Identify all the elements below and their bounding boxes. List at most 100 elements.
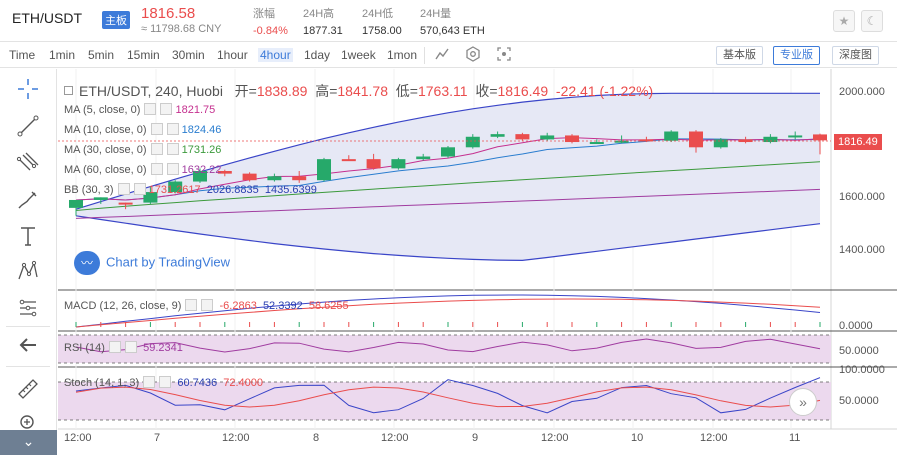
crosshair-icon[interactable] — [14, 77, 42, 103]
candle-body — [143, 192, 158, 203]
measure-icon[interactable] — [14, 296, 42, 322]
macd-histogram-bar — [596, 322, 598, 327]
macd-histogram-bar — [149, 322, 151, 327]
macd-signal-line — [75, 298, 821, 328]
macd-histogram-bar — [174, 322, 176, 327]
macd-histogram-bar — [224, 322, 226, 327]
tf-1week[interactable]: 1week — [341, 48, 376, 62]
close-icon[interactable] — [166, 123, 179, 135]
candle-body — [763, 136, 778, 143]
candle-body — [664, 131, 679, 141]
last-price: 1816.58 — [141, 5, 196, 22]
tf-1min[interactable]: 1min — [49, 48, 76, 62]
view-basic-button[interactable]: 基本版 — [716, 46, 763, 65]
zoom-icon[interactable] — [14, 411, 42, 437]
ohlc-header: ETH/USDT, 240, Huobi 开=1838.89 高=1841.78… — [64, 81, 653, 101]
ticker-bar: ETH/USDT 主板 1816.58 ≈ 11798.68 CNY 涨幅 -0.… — [0, 0, 897, 42]
gear-icon[interactable] — [150, 123, 163, 135]
legend-ma30[interactable]: MA (30, close, 0) 1731.26 — [64, 143, 222, 156]
scroll-right-icon[interactable]: » — [789, 388, 817, 416]
candle-body — [813, 134, 827, 141]
gear-icon[interactable] — [150, 163, 163, 175]
close-icon[interactable] — [159, 376, 172, 388]
view-depth-button[interactable]: 深度图 — [832, 46, 879, 65]
macd-histogram-bar — [497, 322, 499, 327]
candle-body — [317, 159, 331, 181]
tf-time[interactable]: Time — [9, 48, 36, 62]
chart-canvas[interactable] — [58, 69, 897, 455]
settings-icon[interactable] — [464, 46, 482, 64]
gear-icon[interactable] — [108, 341, 121, 353]
close-icon[interactable] — [166, 143, 179, 155]
candle-body — [589, 142, 604, 145]
text-icon[interactable] — [14, 224, 42, 250]
tf-1day[interactable]: 1day — [304, 48, 331, 62]
gear-icon[interactable] — [143, 376, 156, 388]
macd-histogram-bar — [745, 322, 747, 327]
view-pro-button[interactable]: 专业版 — [773, 46, 820, 65]
macd-histogram-bar — [298, 322, 300, 327]
star-icon[interactable]: ★ — [833, 10, 855, 32]
legend-rsi[interactable]: RSI (14) 59.2341 — [64, 341, 183, 354]
trendline-icon[interactable] — [14, 114, 42, 140]
bollinger-lower — [75, 215, 821, 262]
close-icon[interactable] — [160, 103, 173, 115]
gear-icon[interactable] — [117, 183, 130, 195]
gear-icon[interactable] — [185, 299, 198, 311]
legend-bb[interactable]: BB (30, 3) 1731.2617 2026.8835 1435.6399 — [64, 183, 317, 196]
candle-body — [689, 131, 703, 148]
legend-stoch[interactable]: Stoch (14, 1, 3) 60.7436 72.4000 — [64, 376, 263, 389]
stat-high: 24H高 1877.31 — [303, 8, 343, 37]
tf-5min[interactable]: 5min — [88, 48, 115, 62]
brush-icon[interactable] — [14, 188, 42, 214]
ohlc-high: 1841.78 — [337, 83, 388, 99]
macd-histogram-bar — [125, 322, 127, 327]
symbol-label[interactable]: ETH/USDT — [12, 10, 82, 26]
tradingview-brand[interactable]: 〰 Chart by TradingView — [74, 251, 230, 275]
tf-30min[interactable]: 30min — [172, 48, 205, 62]
collapse-square-icon[interactable] — [64, 86, 73, 95]
candle-body — [341, 159, 356, 162]
chevron-down-icon[interactable]: ⌄ — [0, 430, 57, 455]
gear-icon[interactable] — [144, 103, 157, 115]
candle-body — [515, 134, 530, 140]
back-arrow-icon[interactable] — [14, 333, 42, 359]
tf-1hour[interactable]: 1hour — [217, 48, 248, 62]
candle-body — [713, 139, 728, 148]
macd-histogram-bar — [273, 322, 275, 327]
tf-15min[interactable]: 15min — [127, 48, 160, 62]
moon-icon[interactable]: ☾ — [861, 10, 883, 32]
candle-body — [242, 173, 257, 181]
close-icon[interactable] — [124, 341, 137, 353]
stoch-tick: 100.0000 — [839, 364, 885, 376]
gear-icon[interactable] — [150, 143, 163, 155]
fib-icon[interactable] — [14, 151, 42, 177]
candle-body — [267, 176, 282, 181]
screenshot-icon[interactable] — [495, 46, 513, 64]
close-icon[interactable] — [201, 299, 214, 311]
close-icon[interactable] — [133, 183, 146, 195]
close-icon[interactable] — [166, 163, 179, 175]
macd-histogram-bar — [794, 322, 796, 327]
stoch-k-line — [75, 377, 821, 414]
legend-ma60[interactable]: MA (60, close, 0) 1632.22 — [64, 163, 222, 176]
pattern-icon[interactable] — [14, 259, 42, 285]
indicator-icon[interactable] — [433, 46, 451, 64]
macd-histogram-bar — [720, 322, 722, 327]
stat-low: 24H低 1758.00 — [362, 8, 402, 37]
chart-area[interactable]: ETH/USDT, 240, Huobi 开=1838.89 高=1841.78… — [58, 69, 897, 455]
tf-4hour[interactable]: 4hour — [258, 48, 293, 62]
legend-ma10[interactable]: MA (10, close, 0) 1824.46 — [64, 123, 222, 136]
toolbar-divider — [424, 47, 425, 64]
ruler-icon[interactable] — [14, 377, 42, 403]
legend-macd[interactable]: MACD (12, 26, close, 9) -6.2863 52.3392 … — [64, 299, 349, 312]
macd-histogram-bar — [472, 322, 474, 327]
price-tick: 1600.000 — [839, 191, 885, 203]
stat-volume: 24H量 570,643 ETH — [420, 8, 485, 37]
macd-histogram-bar — [447, 322, 449, 327]
chart-title: ETH/USDT, 240, Huobi — [79, 83, 223, 99]
time-tick: 12:00 — [381, 432, 409, 444]
tf-1mon[interactable]: 1mon — [387, 48, 418, 62]
rsi-tick: 50.0000 — [839, 345, 879, 357]
legend-ma5[interactable]: MA (5, close, 0) 1821.75 — [64, 103, 216, 116]
